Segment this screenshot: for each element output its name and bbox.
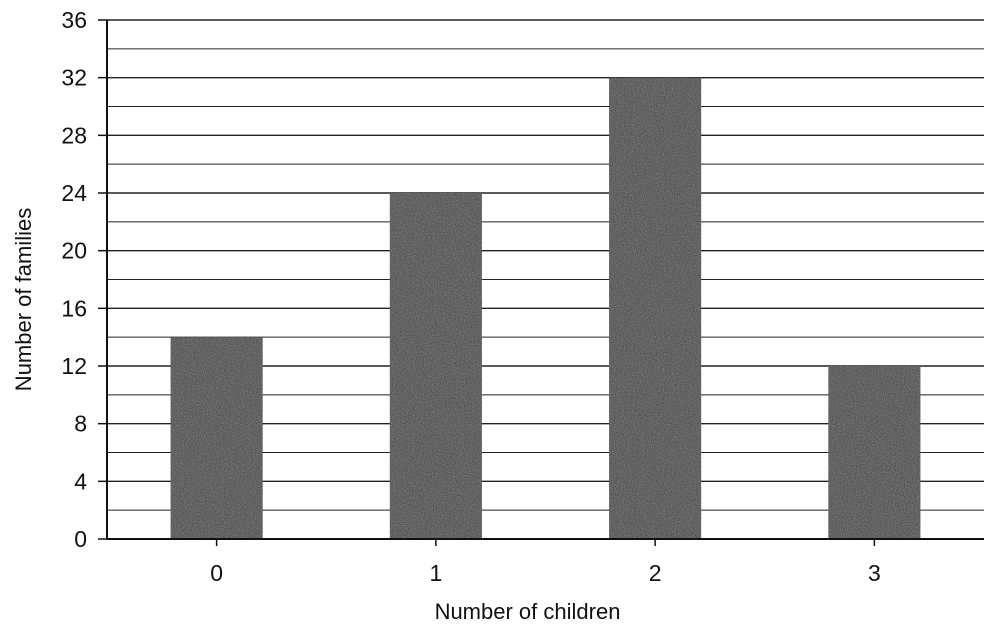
x-axis-title: Number of children (435, 599, 621, 624)
y-tick-label: 8 (74, 411, 87, 437)
bar-3 (828, 366, 921, 539)
y-tick-label: 28 (61, 122, 87, 148)
y-axis-title: Number of families (11, 208, 36, 391)
y-tick-label: 20 (61, 238, 87, 264)
x-tick-label: 1 (429, 560, 442, 586)
x-tick-label: 0 (210, 560, 223, 586)
bar-0 (170, 337, 263, 539)
y-tick-label: 0 (74, 526, 87, 552)
y-tick-label: 4 (74, 468, 87, 494)
bars (170, 77, 921, 540)
bar-1 (389, 193, 482, 539)
y-tick-label: 16 (61, 295, 87, 321)
y-tick-label: 12 (61, 353, 87, 379)
y-tick-label: 24 (61, 180, 87, 206)
y-tick-label: 36 (61, 7, 87, 33)
axes (98, 19, 984, 546)
x-tick-label: 3 (868, 560, 881, 586)
y-tick-label: 32 (61, 65, 87, 91)
x-tick-label: 2 (649, 560, 662, 586)
bar-2 (609, 77, 702, 540)
